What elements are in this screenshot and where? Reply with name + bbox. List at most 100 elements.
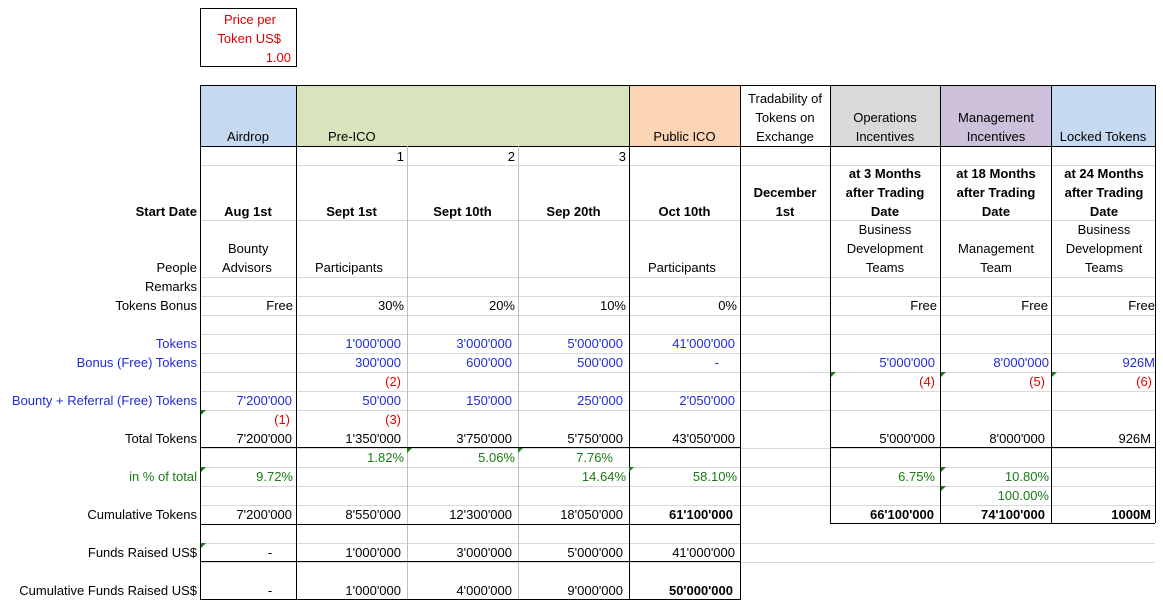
cumulative-funds-airdrop: - <box>267 583 273 598</box>
bounty-referral-pre1: 50'000 <box>362 393 401 408</box>
bounty-referral-pre2: 150'000 <box>466 393 512 408</box>
pct-row2-pre3: 14.64% <box>581 469 626 484</box>
phase-number-3: 3 <box>618 149 626 164</box>
header-airdrop-label: Airdrop <box>227 129 269 144</box>
row-label-cumulative-tokens: Cumulative Tokens <box>87 507 197 522</box>
header-tradability-label: Tradability of Tokens on Exchange <box>748 91 822 144</box>
row-label-people: People <box>156 260 197 275</box>
total-tokens-public: 43'050'000 <box>672 431 735 446</box>
bounty-referral-pre3: 250'000 <box>577 393 623 408</box>
start-date-pre2: Sept 10th <box>433 204 492 219</box>
cumulative-funds-public: 50'000'000 <box>668 583 733 598</box>
people-pre1: Participants <box>315 260 383 275</box>
bonus-free-pre1: 300'000 <box>355 355 401 370</box>
people-airdrop-bounty: Bounty <box>228 241 269 256</box>
pct-row1-pre2: 5.06% <box>478 450 515 465</box>
phase-number-2: 2 <box>507 149 515 164</box>
pct-row1-pre1: 1.82% <box>367 450 404 465</box>
header-management <box>940 86 1051 146</box>
total-tokens-pre1: 1'350'000 <box>345 431 401 446</box>
start-date-pre3: Sep 20th <box>546 204 601 219</box>
bounty-referral-public: 2'050'000 <box>679 393 735 408</box>
cumulative-tokens-management: 74'100'000 <box>980 507 1045 522</box>
price-value: 1.00 <box>265 50 291 65</box>
funds-raised-pre3: 5'000'000 <box>567 545 623 560</box>
price-label-line1: Price per <box>223 12 276 27</box>
total-tokens-pre2: 3'750'000 <box>456 431 512 446</box>
tokens-bonus-management: Free <box>1021 298 1048 313</box>
funds-raised-pre2: 3'000'000 <box>456 545 512 560</box>
row-label-in-pct: in % of total <box>129 469 197 484</box>
row-label-bonus-free: Bonus (Free) Tokens <box>76 355 197 370</box>
tokens-bonus-operations: Free <box>910 298 937 313</box>
cumulative-funds-pre3: 9'000'000 <box>567 583 623 598</box>
start-date-pre1: Sept 1st <box>326 204 377 219</box>
cumulative-tokens-pre2: 12'300'000 <box>449 507 512 522</box>
total-tokens-operations: 5'000'000 <box>879 431 935 446</box>
people-airdrop-advisors: Advisors <box>222 260 272 275</box>
header-locked-label: Locked Tokens <box>1059 129 1147 144</box>
bonus-free-pre2: 600'000 <box>466 355 512 370</box>
start-date-management: at 18 Months after Trading Date <box>956 166 1036 219</box>
header-operations-label: Operations Incentives <box>853 110 917 144</box>
header-airdrop <box>200 86 296 146</box>
cumulative-tokens-locked: 1000M <box>1111 507 1151 522</box>
note-6: (6) <box>1136 374 1152 389</box>
phase-number-1: 1 <box>396 149 404 164</box>
people-public: Participants <box>648 260 716 275</box>
people-operations: Business Development Teams <box>846 222 924 275</box>
total-tokens-airdrop: 7'200'000 <box>236 431 292 446</box>
row-label-tokens-bonus: Tokens Bonus <box>115 298 197 313</box>
start-date-locked: at 24 Months after Trading Date <box>1064 166 1144 219</box>
note-5: (5) <box>1029 374 1045 389</box>
header-management-label: Management Incentives <box>958 110 1034 144</box>
cumulative-tokens-airdrop: 7'200'000 <box>236 507 292 522</box>
row-label-cumulative-funds: Cumulative Funds Raised US$ <box>19 583 197 598</box>
note-2: (2) <box>385 374 401 389</box>
total-tokens-pre3: 5'750'000 <box>567 431 623 446</box>
start-date-public: Oct 10th <box>658 204 711 219</box>
row-label-funds-raised: Funds Raised US$ <box>87 545 197 560</box>
tokens-bonus-pre2: 20% <box>488 298 515 313</box>
pct-row2-operations: 6.75% <box>898 469 935 484</box>
header-public-ico-label: Public ICO <box>653 129 716 144</box>
tokens-public: 41'000'000 <box>672 336 735 351</box>
bounty-referral-airdrop: 7'200'000 <box>236 393 292 408</box>
tokens-pre3: 5'000'000 <box>567 336 623 351</box>
header-preico <box>296 86 629 146</box>
start-date-operations: at 3 Months after Trading Date <box>845 166 925 219</box>
start-date-tradability: December 1st <box>753 185 817 219</box>
tokens-bonus-pre3: 10% <box>599 298 626 313</box>
row-label-remarks: Remarks <box>144 279 197 294</box>
bonus-free-operations: 5'000'000 <box>879 355 935 370</box>
tokens-bonus-public: 0% <box>718 298 737 313</box>
pct-row3-management: 100.00% <box>997 488 1049 503</box>
pct-row2-airdrop: 9.72% <box>256 469 293 484</box>
pct-row2-management: 10.80% <box>1004 469 1049 484</box>
cumulative-funds-pre2: 4'000'000 <box>456 583 512 598</box>
start-date-airdrop: Aug 1st <box>224 204 272 219</box>
header-operations <box>830 86 940 146</box>
tokens-bonus-pre1: 30% <box>377 298 404 313</box>
price-per-token-box <box>200 8 297 67</box>
price-label-line2: Token US$ <box>217 31 281 46</box>
people-management: Management Team <box>958 241 1034 275</box>
header-preico-label: Pre-ICO <box>328 129 376 144</box>
total-tokens-locked: 926M <box>1118 431 1151 446</box>
funds-raised-pre1: 1'000'000 <box>345 545 401 560</box>
tokens-pre1: 1'000'000 <box>345 336 401 351</box>
note-4: (4) <box>919 374 935 389</box>
pct-row2-public: 58.10% <box>692 469 737 484</box>
cumulative-funds-pre1: 1'000'000 <box>345 583 401 598</box>
cumulative-tokens-pre1: 8'550'000 <box>345 507 401 522</box>
tokens-pre2: 3'000'000 <box>456 336 512 351</box>
funds-raised-public: 41'000'000 <box>672 545 735 560</box>
people-locked: Business Development Teams <box>1065 222 1143 275</box>
row-label-tokens: Tokens <box>155 336 197 351</box>
bonus-free-pre3: 500'000 <box>577 355 623 370</box>
row-label-total-tokens: Total Tokens <box>124 431 197 446</box>
cumulative-tokens-operations: 66'100'000 <box>869 507 934 522</box>
header-public-ico <box>629 86 740 146</box>
bonus-free-management: 8'000'000 <box>993 355 1049 370</box>
row-label-start-date: Start Date <box>135 204 197 219</box>
